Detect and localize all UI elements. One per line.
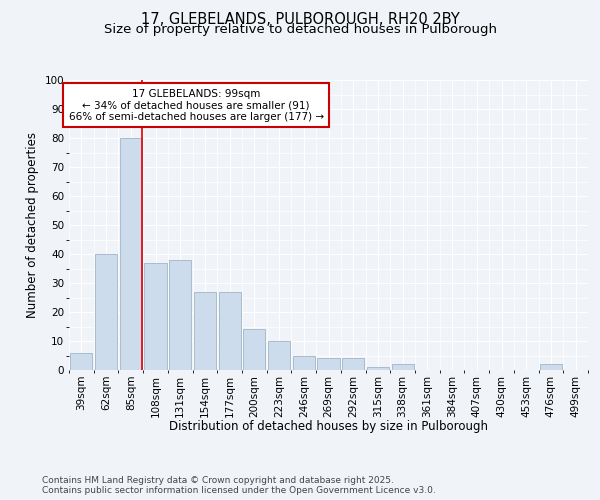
Bar [293, 356, 315, 370]
Text: 17 GLEBELANDS: 99sqm
← 34% of detached houses are smaller (91)
66% of semi-detac: 17 GLEBELANDS: 99sqm ← 34% of detached h… [68, 88, 324, 122]
Bar [119, 138, 142, 370]
Bar [342, 358, 364, 370]
Bar [169, 260, 191, 370]
Text: 17, GLEBELANDS, PULBOROUGH, RH20 2BY: 17, GLEBELANDS, PULBOROUGH, RH20 2BY [140, 12, 460, 28]
Bar [268, 341, 290, 370]
Bar [95, 254, 117, 370]
Bar [194, 292, 216, 370]
Text: Size of property relative to detached houses in Pulborough: Size of property relative to detached ho… [104, 24, 497, 36]
Bar [243, 330, 265, 370]
Bar [145, 262, 167, 370]
Bar [367, 367, 389, 370]
X-axis label: Distribution of detached houses by size in Pulborough: Distribution of detached houses by size … [169, 420, 488, 433]
Bar [70, 352, 92, 370]
Bar [392, 364, 414, 370]
Y-axis label: Number of detached properties: Number of detached properties [26, 132, 39, 318]
Text: Contains HM Land Registry data © Crown copyright and database right 2025.
Contai: Contains HM Land Registry data © Crown c… [42, 476, 436, 495]
Bar [317, 358, 340, 370]
Bar [218, 292, 241, 370]
Bar [540, 364, 562, 370]
